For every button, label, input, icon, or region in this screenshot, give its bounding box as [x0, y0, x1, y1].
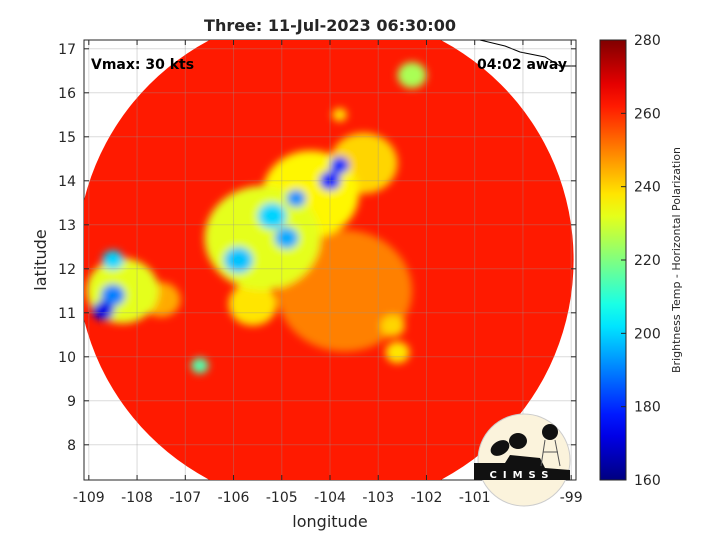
- colorbar-tick-label: 200: [634, 326, 661, 342]
- colorbar-tick-label: 180: [634, 400, 661, 416]
- brightness-feature: [100, 284, 125, 307]
- y-axis-label: latitude: [31, 229, 50, 290]
- x-tick-label: -108: [121, 490, 153, 506]
- y-tick-label: 16: [58, 86, 76, 102]
- logo-text: CIMSS: [490, 470, 555, 481]
- colorbar-label: Brightness Temp - Horizontal Polarizatio…: [670, 147, 683, 373]
- x-tick-label: -104: [314, 490, 346, 506]
- x-tick-label: -102: [411, 490, 443, 506]
- vmax-label: Vmax: 30 kts: [91, 57, 194, 73]
- x-axis-label: longitude: [292, 512, 367, 531]
- y-tick-label: 9: [67, 394, 76, 410]
- y-tick-label: 17: [58, 42, 76, 58]
- x-tick-label: -101: [459, 490, 491, 506]
- brightness-feature: [102, 250, 124, 270]
- brightness-feature: [286, 189, 306, 208]
- x-tick-label: -107: [169, 490, 201, 506]
- brightness-feature: [257, 202, 287, 230]
- grid-overlay: [84, 40, 576, 480]
- brightness-feature: [385, 341, 410, 364]
- colorbar-tick-label: 220: [634, 253, 661, 269]
- y-tick-label: 11: [58, 306, 76, 322]
- x-tick-label: -99: [560, 490, 583, 506]
- y-tick-label: 13: [58, 218, 76, 234]
- chart-title: Three: 11-Jul-2023 06:30:00: [204, 16, 456, 35]
- coastline: [479, 40, 576, 67]
- colorbar-tick-label: 240: [634, 180, 661, 196]
- cimss-logo: CIMSS: [474, 413, 571, 507]
- brightness-feature: [319, 171, 341, 191]
- brightness-feature: [191, 357, 209, 374]
- x-tick-label: -105: [266, 490, 298, 506]
- brightness-feature: [223, 246, 253, 274]
- axis-ticks: -109-108-107-106-105-104-103-102-101-100…: [58, 40, 583, 506]
- brightness-feature: [92, 301, 114, 321]
- colorbar-tick-label: 260: [634, 106, 661, 122]
- y-tick-label: 12: [58, 262, 76, 278]
- x-tick-label: -106: [218, 490, 250, 506]
- brightness-feature: [380, 315, 405, 337]
- time-away-label: 04:02 away: [477, 57, 567, 73]
- x-tick-label: -103: [362, 490, 394, 506]
- brightness-feature: [397, 62, 427, 89]
- y-tick-label: 15: [58, 130, 76, 146]
- y-tick-label: 8: [67, 438, 76, 454]
- x-tick-label: -109: [73, 490, 105, 506]
- y-tick-label: 10: [58, 350, 76, 366]
- brightness-feature: [274, 227, 299, 249]
- colorbar-tick-label: 280: [634, 33, 661, 49]
- colorbar-tick-label: 160: [634, 473, 661, 489]
- brightness-feature: [228, 282, 277, 326]
- brightness-feature: [332, 108, 347, 122]
- brightness-feature: [330, 156, 350, 175]
- colorbar-ticks: 160 180 200 220 240 260 280: [621, 33, 661, 489]
- y-tick-label: 14: [58, 174, 76, 190]
